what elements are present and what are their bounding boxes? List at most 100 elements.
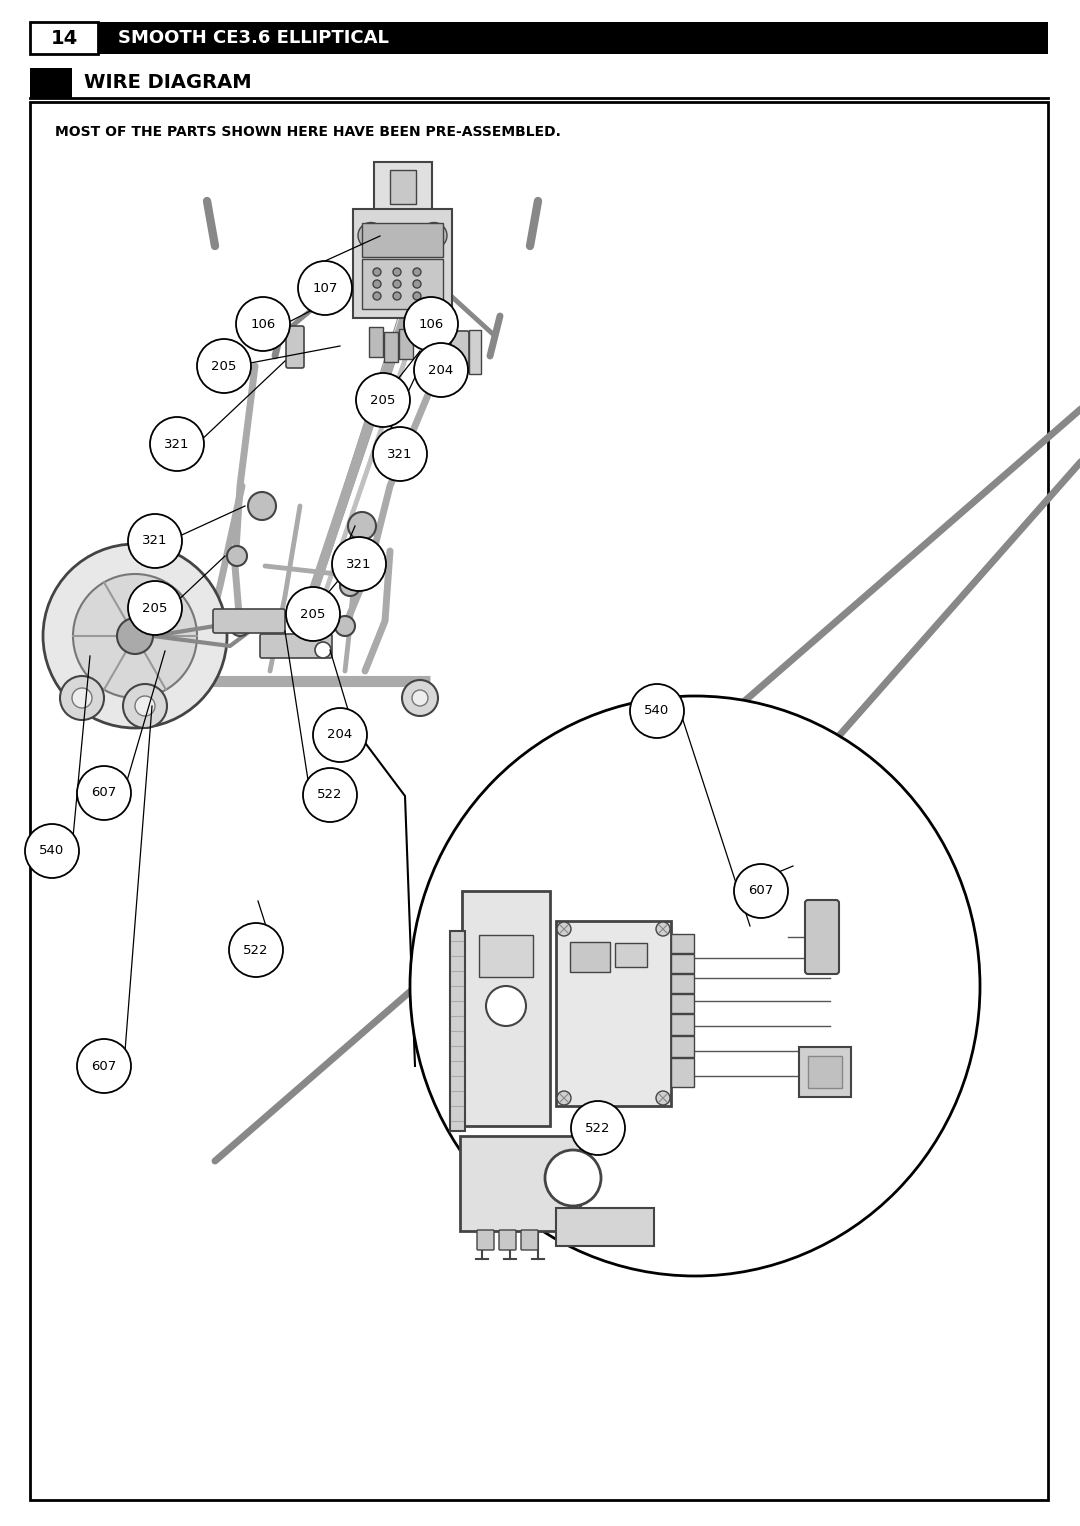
FancyBboxPatch shape <box>462 891 550 1126</box>
FancyBboxPatch shape <box>499 1230 516 1250</box>
FancyBboxPatch shape <box>460 1135 580 1231</box>
FancyBboxPatch shape <box>615 943 647 967</box>
FancyBboxPatch shape <box>671 934 693 952</box>
Text: 106: 106 <box>251 317 275 331</box>
Circle shape <box>150 417 204 472</box>
Circle shape <box>303 768 357 823</box>
FancyBboxPatch shape <box>556 1209 654 1247</box>
Text: 522: 522 <box>318 789 342 801</box>
Circle shape <box>413 269 421 276</box>
Text: 205: 205 <box>212 360 237 372</box>
FancyBboxPatch shape <box>671 1058 693 1087</box>
Text: 607: 607 <box>748 885 773 897</box>
Circle shape <box>393 291 401 301</box>
FancyBboxPatch shape <box>450 931 465 1131</box>
FancyBboxPatch shape <box>671 1013 693 1035</box>
Circle shape <box>373 269 381 276</box>
Text: 204: 204 <box>429 363 454 377</box>
FancyBboxPatch shape <box>390 169 416 204</box>
Circle shape <box>77 1039 131 1093</box>
Circle shape <box>340 575 360 597</box>
FancyBboxPatch shape <box>451 331 469 372</box>
FancyBboxPatch shape <box>799 1047 851 1097</box>
Circle shape <box>129 514 183 568</box>
Circle shape <box>73 574 197 697</box>
Circle shape <box>413 279 421 288</box>
Circle shape <box>298 261 352 314</box>
Text: WIRE DIAGRAM: WIRE DIAGRAM <box>84 73 252 93</box>
FancyBboxPatch shape <box>369 327 383 357</box>
FancyBboxPatch shape <box>570 942 610 972</box>
Text: 205: 205 <box>143 601 167 615</box>
FancyBboxPatch shape <box>213 609 285 633</box>
Text: 205: 205 <box>300 607 326 621</box>
Circle shape <box>117 618 153 655</box>
Text: MOST OF THE PARTS SHOWN HERE HAVE BEEN PRE-ASSEMBLED.: MOST OF THE PARTS SHOWN HERE HAVE BEEN P… <box>55 125 561 139</box>
Text: 106: 106 <box>418 317 444 331</box>
Circle shape <box>414 343 468 397</box>
Circle shape <box>248 491 276 520</box>
FancyBboxPatch shape <box>469 330 481 374</box>
Text: 321: 321 <box>164 438 190 450</box>
Circle shape <box>630 684 684 739</box>
Circle shape <box>356 372 410 427</box>
FancyBboxPatch shape <box>362 223 443 256</box>
Circle shape <box>229 923 283 977</box>
Circle shape <box>237 298 291 351</box>
Text: 204: 204 <box>327 728 353 742</box>
Text: 321: 321 <box>388 447 413 461</box>
FancyBboxPatch shape <box>30 21 98 53</box>
FancyBboxPatch shape <box>805 900 839 974</box>
FancyBboxPatch shape <box>260 633 332 658</box>
Circle shape <box>404 298 458 351</box>
Text: 522: 522 <box>585 1122 611 1134</box>
FancyBboxPatch shape <box>286 327 303 368</box>
Text: 205: 205 <box>370 394 395 406</box>
Circle shape <box>72 688 92 708</box>
Text: 321: 321 <box>347 557 372 571</box>
FancyBboxPatch shape <box>399 330 413 359</box>
Circle shape <box>227 546 247 566</box>
Circle shape <box>373 427 427 481</box>
FancyBboxPatch shape <box>671 1036 693 1056</box>
Circle shape <box>348 513 376 540</box>
Circle shape <box>43 543 227 728</box>
Circle shape <box>393 269 401 276</box>
FancyBboxPatch shape <box>808 1056 842 1088</box>
FancyBboxPatch shape <box>30 69 72 98</box>
Circle shape <box>60 676 104 720</box>
FancyBboxPatch shape <box>556 922 671 1106</box>
Circle shape <box>313 708 367 761</box>
Text: SMOOTH CE3.6 ELLIPTICAL: SMOOTH CE3.6 ELLIPTICAL <box>118 29 389 47</box>
Circle shape <box>557 1091 571 1105</box>
FancyBboxPatch shape <box>671 974 693 992</box>
Circle shape <box>197 339 251 394</box>
Circle shape <box>123 684 167 728</box>
Circle shape <box>373 291 381 301</box>
Text: 522: 522 <box>243 943 269 957</box>
Circle shape <box>357 223 384 249</box>
Text: 607: 607 <box>92 1059 117 1073</box>
FancyBboxPatch shape <box>98 21 1048 53</box>
Circle shape <box>230 617 249 636</box>
Circle shape <box>656 922 670 935</box>
Circle shape <box>332 537 386 591</box>
FancyBboxPatch shape <box>30 102 1048 1500</box>
Circle shape <box>373 279 381 288</box>
Circle shape <box>411 690 428 707</box>
Circle shape <box>421 223 447 249</box>
FancyBboxPatch shape <box>671 993 693 1012</box>
FancyBboxPatch shape <box>671 954 693 972</box>
Circle shape <box>286 588 340 641</box>
FancyBboxPatch shape <box>384 333 399 362</box>
Circle shape <box>571 1100 625 1155</box>
Ellipse shape <box>410 696 980 1276</box>
Circle shape <box>393 279 401 288</box>
Circle shape <box>486 986 526 1025</box>
Circle shape <box>77 766 131 819</box>
Text: 321: 321 <box>143 534 167 548</box>
FancyBboxPatch shape <box>362 259 443 308</box>
Text: 14: 14 <box>51 29 78 47</box>
Circle shape <box>734 864 788 919</box>
Circle shape <box>656 1091 670 1105</box>
